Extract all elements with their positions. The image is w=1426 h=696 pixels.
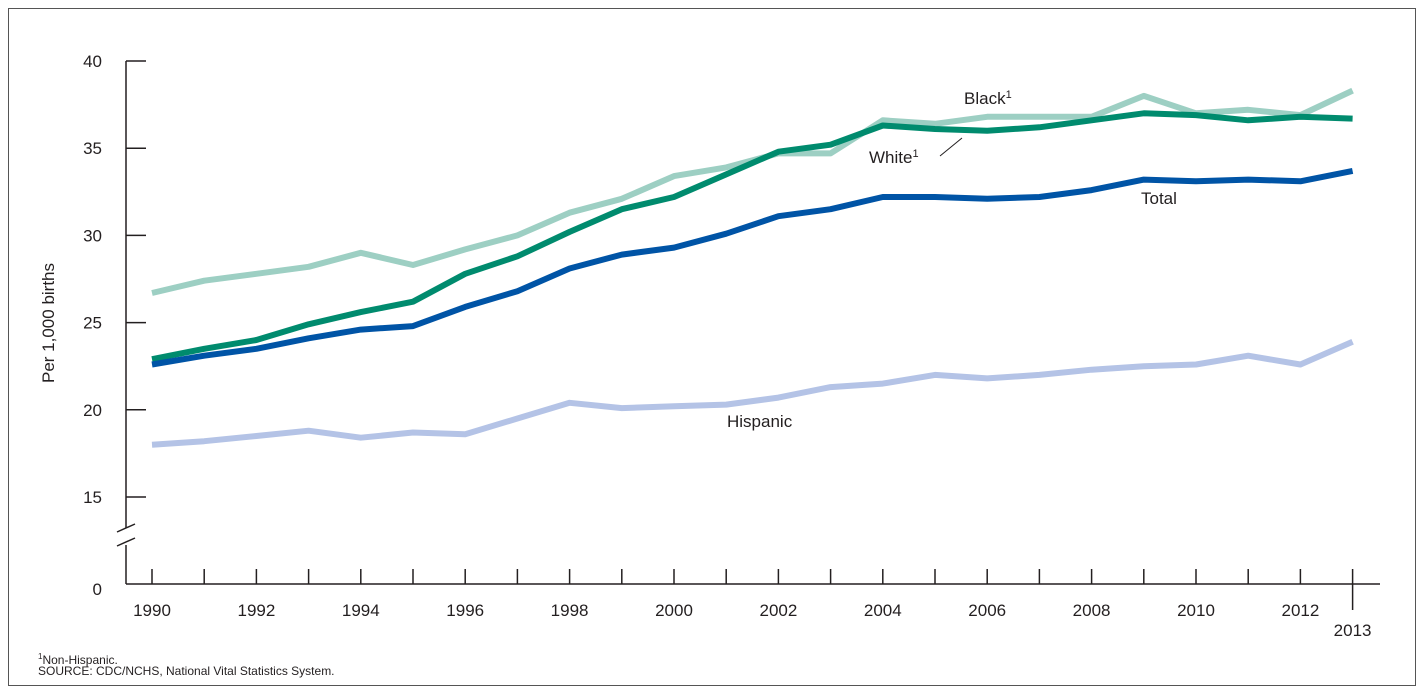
x-tick-label: 2006 <box>968 601 1006 620</box>
series-lines <box>151 87 1354 448</box>
y-tick-label: 40 <box>83 52 102 71</box>
x-tick-label: 1994 <box>342 601 380 620</box>
axis-break-mark <box>116 523 136 533</box>
series-label-black: Black1 <box>964 89 1012 108</box>
x-tick-label: 1998 <box>551 601 589 620</box>
x-tick-label: 2012 <box>1281 601 1319 620</box>
y-tick-label: 15 <box>83 488 102 507</box>
axes: 15 20 25 30 35 40 0 Per 1,000 births 1990 1992 199… <box>39 52 1380 640</box>
white-label-leader <box>939 137 963 157</box>
y-tick-label: 20 <box>83 401 102 420</box>
y-axis-title: Per 1,000 births <box>39 263 58 383</box>
series-labels: Black1 White1 Total Hispanic <box>727 89 1177 431</box>
x-tick-label: 1992 <box>237 601 275 620</box>
figure-frame <box>8 8 1416 686</box>
x-tick-label: 1996 <box>446 601 484 620</box>
series-line-total <box>151 167 1354 368</box>
x-tick-label: 2002 <box>759 601 797 620</box>
x-tick-label: 2010 <box>1177 601 1215 620</box>
x-tick-label: 2000 <box>655 601 693 620</box>
y-tick-label: 25 <box>83 314 102 333</box>
series-label-total: Total <box>1141 189 1177 208</box>
x-tick-label: 2008 <box>1073 601 1111 620</box>
footnote: 1Non-Hispanic. <box>38 650 118 667</box>
x-tick-label: 2004 <box>864 601 902 620</box>
y-tick-label: 30 <box>83 226 102 245</box>
y-tick-label-zero: 0 <box>93 580 102 599</box>
source-note: SOURCE: CDC/NCHS, National Vital Statist… <box>38 664 335 678</box>
series-label-hispanic: Hispanic <box>727 412 793 431</box>
x-tick-label: 1990 <box>133 601 171 620</box>
x-tick-label: 2013 <box>1334 621 1372 640</box>
footnote-text: Non-Hispanic. <box>42 653 118 667</box>
y-tick-label: 35 <box>83 139 102 158</box>
footnote-marker: 1 <box>38 652 43 661</box>
axis-break-mark <box>116 537 136 547</box>
series-line-white <box>151 110 1353 363</box>
series-line-hispanic <box>151 339 1354 448</box>
series-label-white: White1 <box>869 148 919 167</box>
